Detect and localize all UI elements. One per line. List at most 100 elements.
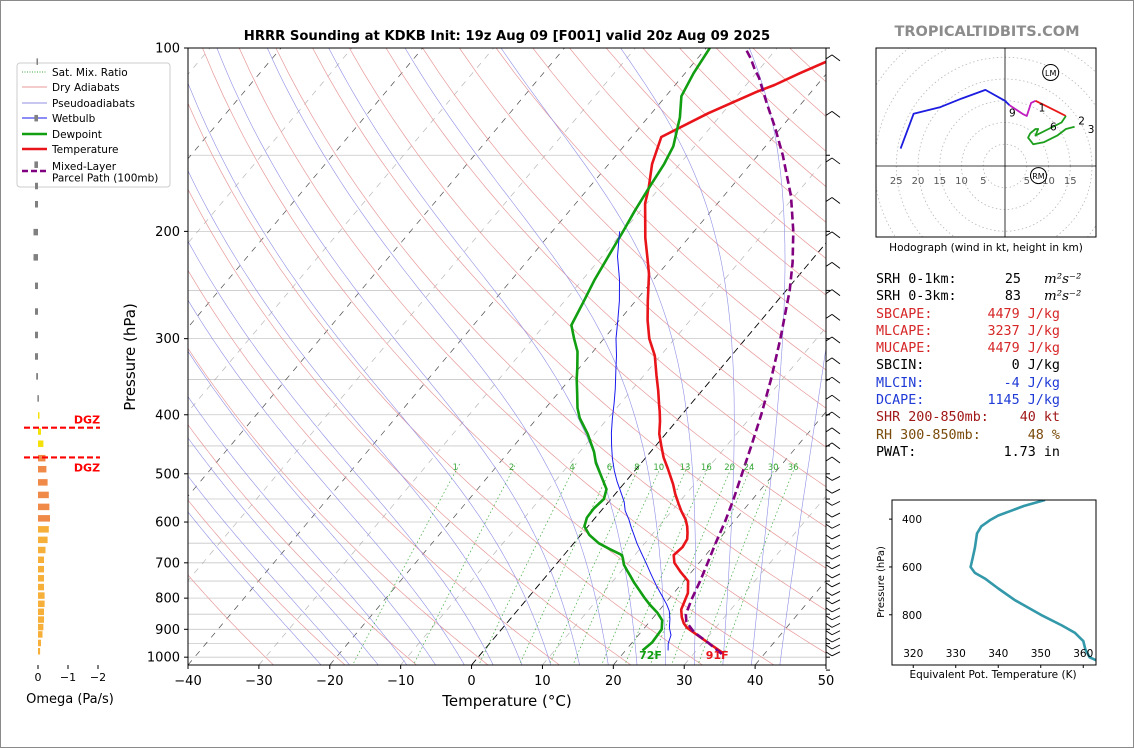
dgz-label: DGZ: [74, 414, 100, 427]
omega-bar: [35, 201, 38, 208]
moist-adiabat: [188, 240, 494, 665]
wind-barb: [825, 394, 833, 400]
legend-label: Sat. Mix. Ratio: [52, 67, 128, 79]
moist-adiabat: [267, 48, 609, 665]
moist-adiabat: [328, 48, 638, 665]
omega-bar: [38, 503, 50, 511]
theta-e-y-label: Pressure (hPa): [876, 546, 887, 618]
wind-barb: [831, 564, 841, 570]
wind-barb: [825, 157, 833, 163]
wind-barb: [825, 357, 833, 363]
omega-bar: [33, 254, 38, 261]
x-tick-label: 20: [605, 674, 622, 689]
surface-dewpoint-label: 72F: [639, 649, 662, 662]
mixing-ratio-label: 30: [768, 463, 779, 473]
wind-barb: [825, 630, 833, 636]
isotherm-line: [613, 411, 826, 665]
mixing-ratio-line: [478, 462, 577, 665]
moist-adiabat: [779, 345, 826, 665]
moist-adiabat: [404, 48, 666, 665]
stat-row: SRH 0-3km: 83 m²s⁻²: [876, 289, 1096, 306]
isotherm-line: [400, 158, 826, 665]
moist-adiabat: [500, 48, 696, 665]
legend-label: Pseudoadiabats: [52, 98, 135, 110]
wind-barb: [825, 442, 833, 448]
stat-value: 0 J/kg: [1011, 358, 1060, 374]
dry-adiabat: [495, 48, 826, 371]
mixing-ratio-line: [413, 462, 517, 665]
mixing-ratio-line: [719, 462, 797, 665]
wind-barb: [831, 111, 841, 118]
wind-barb: [831, 488, 841, 494]
wind-barb: [831, 231, 841, 239]
stat-row: MLCIN: -4 J/kg: [876, 376, 1096, 393]
wind-barb: [831, 476, 841, 481]
stat-row: SHR 200-850mb: 40 kt: [876, 410, 1096, 427]
stat-unit: m²s⁻²: [1044, 272, 1082, 287]
storm-motion-label: RM: [1032, 172, 1045, 181]
omega-panel: DGZ DGZ 0 −1 −2: [24, 58, 106, 684]
wind-barb: [825, 488, 833, 494]
isotherm-line: [471, 242, 826, 665]
mixing-ratio-line: [352, 462, 461, 665]
stat-label: RH 300-850mb:: [876, 427, 981, 443]
mixing-ratio-label: 36: [788, 463, 799, 473]
moist-adiabat: [188, 475, 350, 665]
omega-bar: [38, 639, 41, 647]
legend-label: Parcel Path (100mb): [52, 173, 158, 185]
theta-e-x-tick-label: 340: [988, 648, 1008, 660]
wind-barb: [831, 336, 841, 344]
stat-label: SRH 0-1km:: [876, 272, 957, 287]
omega-bar: [38, 565, 44, 573]
storm-motion-marker: [1029, 167, 1047, 185]
hodograph-frame: [875, 47, 1097, 238]
omega-bar: [38, 608, 44, 616]
wind-barb: [825, 622, 833, 628]
mixed-layer-series: [684, 48, 795, 655]
legend-label: Dry Adiabats: [52, 82, 120, 94]
dry-adiabat: [188, 347, 489, 665]
temperature-series: [643, 60, 826, 655]
wind-barb: [825, 501, 833, 506]
wind-barb: [831, 582, 841, 588]
wind-barb: [825, 591, 833, 596]
wind-barb: [831, 573, 841, 579]
hodograph-trace: [899, 89, 1075, 149]
hodograph-height-label: 6: [1050, 121, 1057, 133]
wind-barb: [831, 376, 841, 384]
stat-row: SRH 0-1km: 25 m²s⁻²: [876, 272, 1096, 289]
omega-bar: [35, 331, 38, 339]
stat-row: SBCIN: 0 J/kg: [876, 358, 1096, 375]
storm-motion-label: LM: [1045, 69, 1056, 78]
y-tick-label: 900: [155, 623, 180, 638]
stat-row: PWAT: 1.73 in: [876, 445, 1096, 462]
stat-label: SBCIN:: [876, 358, 925, 374]
x-tick-label: −30: [245, 674, 272, 689]
omega-bar: [38, 491, 49, 499]
omega-bar: [38, 631, 43, 638]
mixing-ratio-line: [601, 462, 690, 665]
stat-label: SRH 0-3km:: [876, 289, 957, 305]
stat-value: 25: [1004, 272, 1021, 287]
hodograph-height-label: 1: [1039, 102, 1046, 114]
y-tick-label: 200: [155, 225, 180, 240]
wind-barb: [825, 54, 833, 60]
wind-barb: [825, 615, 833, 621]
dry-adiabat: [385, 48, 826, 488]
stat-value: 4479 J/kg: [987, 306, 1060, 322]
stat-row: MUCAPE: 4479 J/kg: [876, 341, 1096, 358]
omega-bar: [38, 600, 45, 608]
wind-barb: [831, 607, 841, 613]
dry-adiabat: [238, 48, 826, 654]
x-tick-label: −20: [316, 674, 343, 689]
isotherm-line: [258, 48, 778, 665]
theta-e-frame: [891, 499, 1097, 666]
stat-label: MUCAPE:: [876, 341, 933, 357]
wind-barb: [831, 314, 841, 321]
stat-row: MLCAPE: 3237 J/kg: [876, 324, 1096, 341]
omega-bar: [37, 395, 39, 402]
isotherm-line: [542, 326, 826, 665]
mixing-ratio-label: 4: [569, 463, 574, 473]
moist-adiabat: [188, 437, 379, 665]
omega-tick-label: −2: [90, 671, 106, 684]
